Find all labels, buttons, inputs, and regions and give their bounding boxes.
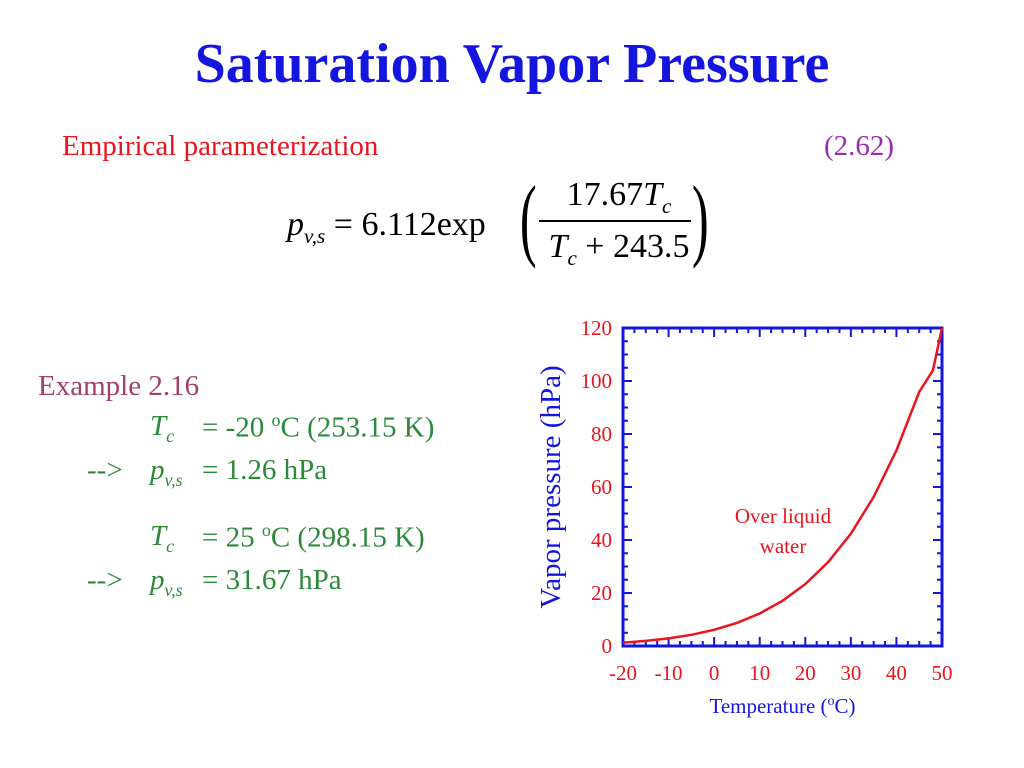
y-tick-label: 80 xyxy=(591,422,612,446)
slide-subtitle: Empirical parameterization xyxy=(62,130,379,162)
equation-coefficient: 6.112 xyxy=(361,206,437,243)
temperature-symbol: T xyxy=(150,410,167,442)
equation-equals: = xyxy=(333,206,353,243)
temperature-value: = 25 xyxy=(202,521,262,554)
temperature-subscript: c xyxy=(166,425,175,446)
x-tick-label: -20 xyxy=(609,661,637,685)
y-tick-label: 40 xyxy=(591,528,612,552)
y-tick-label: 120 xyxy=(581,316,613,340)
numerator-subscript: c xyxy=(662,193,672,218)
x-axis-label: Temperature (oC) xyxy=(709,694,855,718)
equation-number: (2.62) xyxy=(824,130,895,162)
pressure-value: = 1.26 hPa xyxy=(202,454,328,486)
vapor-pressure-equation: pv,s = 6.112exp ( 17.67Tc Tc + 243.5 ) xyxy=(287,170,717,275)
x-tick-label: 20 xyxy=(795,661,816,685)
pressure-subscript: v,s xyxy=(164,469,183,490)
equation-lhs: pv,s = 6.112exp xyxy=(287,206,486,249)
equation-lhs-subscript: v,s xyxy=(304,223,326,248)
x-tick-label: -10 xyxy=(655,661,683,685)
degree-superscript: o xyxy=(261,520,271,540)
y-tick-label: 100 xyxy=(581,369,613,393)
numerator-coefficient: 17.67 xyxy=(566,176,644,213)
temperature-unit: C (253.15 K) xyxy=(280,411,435,444)
pressure-symbol: p xyxy=(150,454,165,486)
denominator-subscript: c xyxy=(567,245,577,270)
numerator-variable: T xyxy=(643,176,663,213)
denominator-variable: T xyxy=(548,228,568,265)
chart-annotation: Over liquid xyxy=(735,504,832,528)
chart-annotation: water xyxy=(760,534,807,558)
series-line xyxy=(622,327,944,644)
pressure-subscript: v,s xyxy=(164,579,183,600)
denominator-rest: + 243.5 xyxy=(585,228,690,265)
x-tick-label: 40 xyxy=(886,661,907,685)
temperature-subscript: c xyxy=(166,535,175,556)
equation-denominator: Tc + 243.5 xyxy=(539,228,699,271)
y-tick-label: 0 xyxy=(602,634,613,658)
degree-superscript: o xyxy=(271,410,281,430)
pressure-symbol: p xyxy=(150,564,165,596)
example-1-arrow: --> xyxy=(87,454,123,486)
example-title: Example 2.16 xyxy=(38,370,200,402)
x-tick-label: 30 xyxy=(840,661,861,685)
temperature-value: = -20 xyxy=(202,411,272,444)
y-tick-label: 60 xyxy=(591,475,612,499)
left-paren: ( xyxy=(519,167,537,269)
vapor-pressure-chart: -20 -10 0 10 20 30 40 50 0 20 40 60 80 100 120 Over liq… xyxy=(535,316,953,718)
y-tick-label: 20 xyxy=(591,581,612,605)
fraction-bar xyxy=(539,220,691,222)
equation-numerator: 17.67Tc xyxy=(539,176,699,219)
x-tick-label: 0 xyxy=(709,661,720,685)
right-paren: ) xyxy=(691,167,709,269)
equation-lhs-symbol: p xyxy=(287,206,304,243)
x-tick-label: 10 xyxy=(749,661,770,685)
temperature-symbol: T xyxy=(150,520,167,552)
plot-frame xyxy=(621,326,944,648)
pressure-value: = 31.67 hPa xyxy=(202,564,342,596)
temperature-unit: C (298.15 K) xyxy=(270,521,425,554)
equation-function: exp xyxy=(436,206,486,243)
example-2-arrow: --> xyxy=(87,564,123,596)
slide-title: Saturation Vapor Pressure xyxy=(194,33,830,95)
y-axis-label: Vapor pressure (hPa) xyxy=(535,365,567,608)
x-tick-label: 50 xyxy=(932,661,953,685)
